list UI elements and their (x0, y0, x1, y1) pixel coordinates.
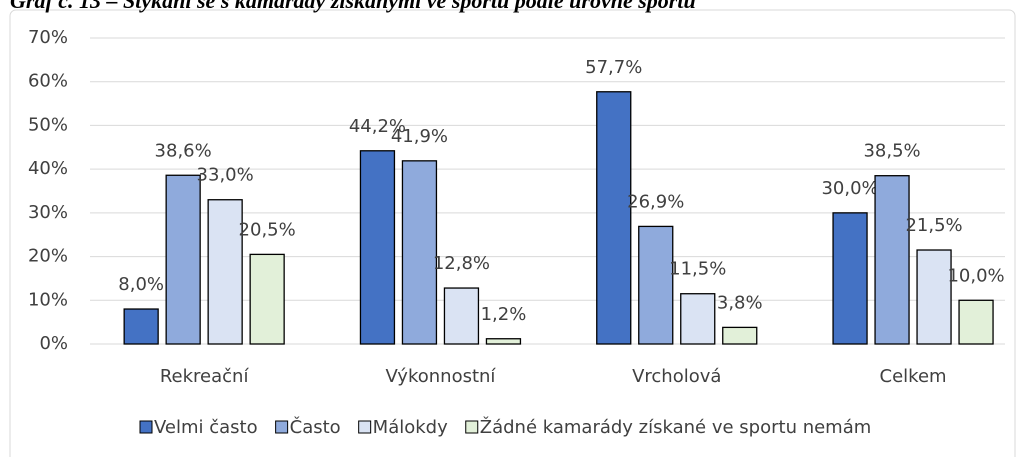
legend-label: Žádné kamarády získané ve sportu nemám (480, 416, 872, 438)
data-label: 20,5% (239, 219, 296, 240)
data-label: 33,0% (197, 165, 254, 186)
bar (958, 299, 994, 345)
data-label: 11,5% (669, 259, 726, 280)
y-tick-label: 70% (28, 27, 68, 48)
x-tick-label: Vrcholová (632, 366, 721, 387)
legend-swatch (139, 420, 153, 434)
y-tick-label: 50% (28, 114, 68, 135)
y-tick-label: 60% (28, 71, 68, 92)
chart-title: Graf č. 13 – Stýkání se s kamarády získa… (10, 0, 696, 13)
data-label: 3,8% (717, 292, 763, 313)
data-label: 26,9% (627, 191, 684, 212)
bar (401, 160, 438, 345)
bar (832, 212, 868, 345)
data-label: 12,8% (433, 253, 490, 274)
bar (249, 253, 285, 345)
bar (359, 150, 396, 345)
y-tick-label: 20% (28, 246, 68, 267)
legend-label: Velmi často (154, 417, 258, 438)
data-label: 21,5% (905, 215, 962, 236)
data-label: 38,6% (155, 140, 212, 161)
chart-border (9, 9, 1016, 462)
legend-swatch (275, 420, 289, 434)
y-tick-label: 30% (28, 202, 68, 223)
legend-swatch (465, 420, 479, 434)
data-label: 41,9% (391, 126, 448, 147)
x-tick-label: Výkonnostní (385, 366, 496, 387)
data-label: 44,2% (349, 116, 406, 137)
data-label: 1,2% (481, 304, 527, 325)
bar (638, 225, 674, 345)
data-label: 57,7% (585, 57, 642, 78)
data-label: 30,0% (821, 178, 878, 199)
bar (722, 326, 758, 345)
x-tick-label: Rekreační (160, 366, 250, 387)
y-tick-label: 10% (28, 289, 68, 310)
bar (123, 308, 159, 345)
y-tick-label: 40% (28, 158, 68, 179)
bar (874, 175, 910, 345)
bar (165, 174, 201, 345)
bar (680, 293, 716, 345)
bar (207, 199, 243, 345)
legend-label: Často (290, 416, 341, 438)
data-label: 10,0% (947, 265, 1004, 286)
data-label: 38,5% (863, 141, 920, 162)
bar (485, 338, 522, 345)
legend-label: Málokdy (373, 417, 448, 438)
bar (916, 249, 952, 345)
y-tick-label: 0% (39, 333, 68, 354)
x-tick-label: Celkem (880, 366, 947, 387)
data-label: 8,0% (118, 274, 164, 295)
legend-swatch (358, 420, 372, 434)
bar (596, 91, 632, 345)
bar (443, 287, 480, 345)
